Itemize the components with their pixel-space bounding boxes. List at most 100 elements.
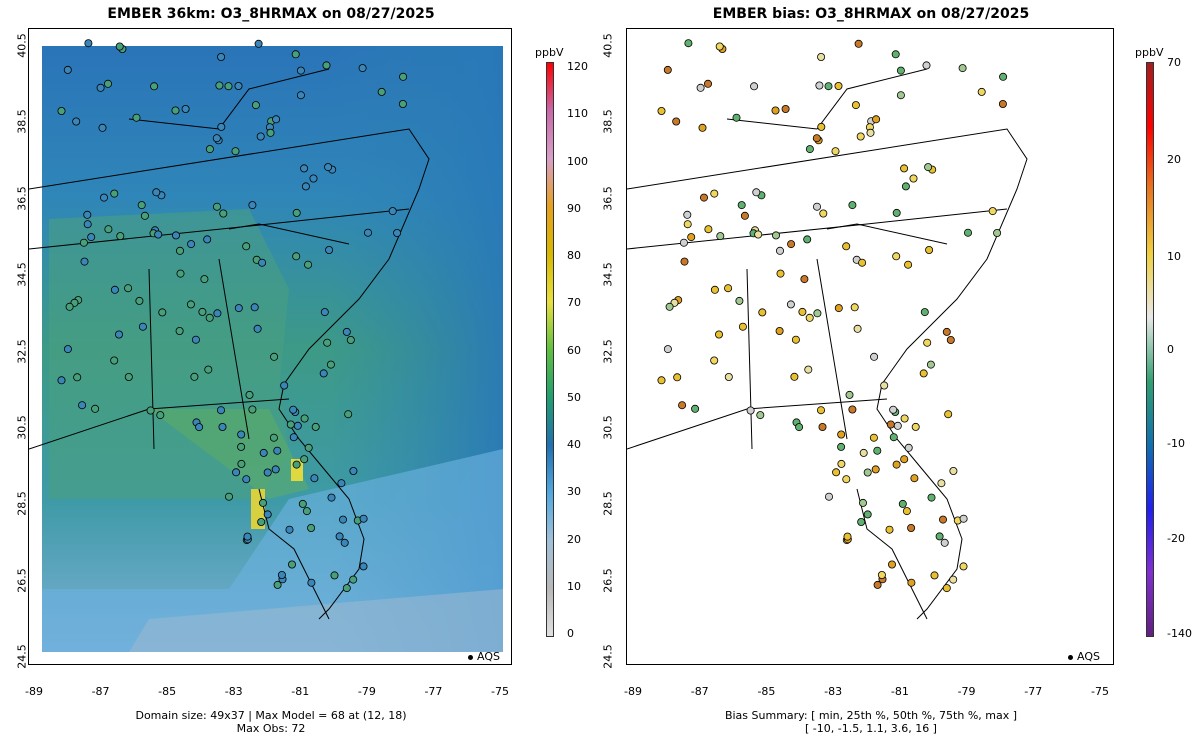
station-marker xyxy=(300,164,309,173)
station-marker xyxy=(831,147,840,156)
station-marker xyxy=(181,105,190,114)
left-map-title: EMBER 36km: O3_8HRMAX on 08/27/2025 xyxy=(107,6,435,22)
station-marker xyxy=(891,50,900,59)
x-tick-label: -81 xyxy=(890,685,909,698)
station-marker xyxy=(296,66,305,75)
station-marker xyxy=(304,260,313,269)
station-marker xyxy=(687,233,696,242)
station-marker xyxy=(873,580,882,589)
y-tick-label: 30.5 xyxy=(15,415,29,440)
station-marker xyxy=(57,376,66,385)
station-marker xyxy=(704,79,713,88)
station-marker xyxy=(237,442,246,451)
left-footer: Domain size: 49x37 | Max Model = 68 at (… xyxy=(40,709,502,735)
station-marker xyxy=(213,309,222,318)
station-marker xyxy=(251,101,260,110)
colorbar-tick-label: 0 xyxy=(1167,343,1174,356)
station-marker xyxy=(138,322,147,331)
y-tick-label: 36.5 xyxy=(15,186,29,211)
station-marker xyxy=(877,571,886,580)
station-marker xyxy=(746,406,755,415)
station-marker xyxy=(292,460,301,469)
station-marker xyxy=(907,523,916,532)
station-marker xyxy=(803,235,812,244)
station-marker xyxy=(330,571,339,580)
station-marker xyxy=(873,446,882,455)
right-colorbar xyxy=(1146,62,1154,637)
y-tick-label: 36.5 xyxy=(601,186,615,211)
station-marker xyxy=(219,209,228,218)
station-marker xyxy=(940,538,949,547)
station-marker xyxy=(700,193,709,202)
colorbar-tick-label: 90 xyxy=(567,201,581,215)
station-marker xyxy=(900,455,909,464)
station-marker xyxy=(850,303,859,312)
station-marker xyxy=(710,356,719,365)
left-aqs-label: AQS xyxy=(477,650,500,663)
station-marker xyxy=(298,499,307,508)
x-tick-label: -87 xyxy=(91,685,110,698)
station-marker xyxy=(724,372,733,381)
station-marker xyxy=(319,369,328,378)
colorbar-tick-label: 60 xyxy=(567,343,581,357)
station-marker xyxy=(857,517,866,526)
station-marker xyxy=(237,459,246,468)
station-marker xyxy=(812,134,821,143)
station-marker xyxy=(887,560,896,569)
station-marker xyxy=(310,474,319,483)
station-marker xyxy=(663,65,672,74)
y-tick-label: 40.5 xyxy=(15,33,29,58)
station-marker xyxy=(175,326,184,335)
colorbar-tick-label: 50 xyxy=(567,390,581,404)
station-marker xyxy=(271,465,280,474)
station-marker xyxy=(892,208,901,217)
station-marker xyxy=(272,115,281,124)
station-marker xyxy=(198,307,207,316)
station-marker xyxy=(858,258,867,267)
left-aqs-legend: AQS xyxy=(468,650,500,663)
station-marker xyxy=(273,446,282,455)
station-marker xyxy=(344,410,353,419)
station-marker xyxy=(786,300,795,309)
station-marker xyxy=(307,523,316,532)
station-marker xyxy=(837,442,846,451)
station-marker xyxy=(393,228,402,237)
station-marker xyxy=(724,284,733,293)
station-marker xyxy=(901,182,910,191)
y-tick-label: 40.5 xyxy=(601,33,615,58)
station-marker xyxy=(787,240,796,249)
station-marker xyxy=(842,242,851,251)
station-marker xyxy=(205,145,214,154)
station-marker xyxy=(679,238,688,247)
station-marker xyxy=(349,466,358,475)
station-marker xyxy=(342,584,351,593)
station-marker xyxy=(871,465,880,474)
station-marker xyxy=(337,479,346,488)
station-marker xyxy=(175,246,184,255)
station-marker xyxy=(949,575,958,584)
station-marker xyxy=(795,423,804,432)
station-marker xyxy=(217,122,226,131)
colorbar-tick-label: -10 xyxy=(1167,437,1185,450)
station-marker xyxy=(896,66,905,75)
model-ozone-map xyxy=(28,28,512,665)
station-marker xyxy=(309,174,318,183)
right-footer-line2: [ -10, -1.5, 1.1, 3.6, 16 ] xyxy=(805,722,937,735)
station-marker xyxy=(203,235,212,244)
station-marker xyxy=(678,401,687,410)
station-marker xyxy=(399,72,408,81)
station-marker xyxy=(819,209,828,218)
station-marker xyxy=(834,304,843,313)
station-marker xyxy=(854,39,863,48)
station-marker xyxy=(672,117,681,126)
station-marker xyxy=(234,82,243,91)
station-marker xyxy=(704,225,713,234)
station-marker xyxy=(187,240,196,249)
station-marker xyxy=(248,201,257,210)
station-marker xyxy=(963,228,972,237)
colorbar-tick-label: 110 xyxy=(567,107,588,121)
station-marker xyxy=(834,82,843,91)
station-marker xyxy=(110,189,119,198)
station-marker xyxy=(342,327,351,336)
station-marker xyxy=(710,285,719,294)
